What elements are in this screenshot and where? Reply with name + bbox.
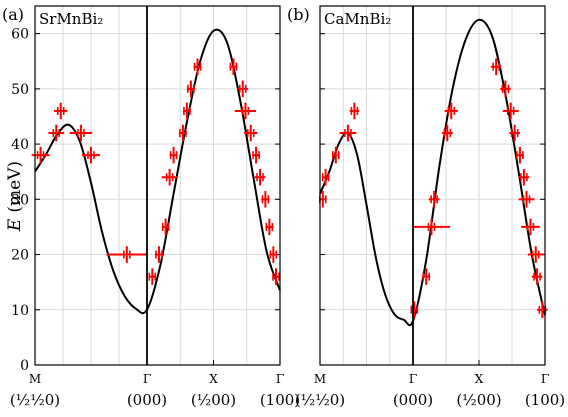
x-tick-label-point: M bbox=[29, 372, 41, 386]
data-point bbox=[161, 218, 170, 236]
data-point bbox=[321, 168, 330, 186]
data-point bbox=[502, 102, 519, 120]
y-tick-label: 60 bbox=[11, 27, 29, 43]
data-point bbox=[500, 80, 511, 98]
data-point bbox=[106, 246, 147, 263]
data-point bbox=[428, 191, 440, 208]
data-point bbox=[82, 146, 100, 164]
x-tick-label-point: X bbox=[209, 372, 218, 386]
y-tick-label: 0 bbox=[20, 358, 29, 374]
y-tick-label: 20 bbox=[11, 248, 29, 264]
x-tick-label-coord: (000) bbox=[127, 391, 167, 409]
y-axis-label-unit: (meV) bbox=[5, 161, 25, 213]
data-point bbox=[527, 246, 544, 263]
data-point bbox=[349, 102, 360, 120]
data-point bbox=[332, 146, 340, 164]
panels: 0 10 20 30 40 50 60 M (½½0) Γ (000) X (½00) Γ (100) (a)… bbox=[2, 5, 565, 409]
data-point bbox=[413, 218, 450, 236]
data-point bbox=[518, 191, 535, 208]
data-point bbox=[69, 124, 93, 142]
plot-frame bbox=[319, 5, 546, 366]
data-point bbox=[269, 246, 278, 263]
x-tick-label-point: Γ bbox=[409, 372, 417, 386]
data-point bbox=[537, 301, 548, 319]
dispersion-curve bbox=[319, 18, 546, 327]
y-tick-label: 50 bbox=[11, 82, 29, 98]
data-point bbox=[252, 146, 261, 164]
x-tick-label-point: Γ bbox=[541, 372, 549, 386]
data-point bbox=[339, 124, 357, 142]
panel-label: (a) bbox=[2, 5, 24, 24]
x-tick-label-coord: (½00) bbox=[456, 391, 501, 409]
data-point bbox=[531, 268, 543, 285]
panel-b: M (½½0) Γ (000) X (½00) Γ (100) (b) CaMnBi₂ bbox=[287, 5, 565, 409]
data-point bbox=[154, 246, 163, 263]
x-tick-label-coord: (½½0) bbox=[10, 391, 60, 409]
y-tick-label: 30 bbox=[11, 192, 29, 208]
data-point bbox=[244, 124, 258, 142]
x-tick-label-point: Γ bbox=[276, 372, 284, 386]
data-point bbox=[178, 124, 187, 142]
x-tick-label-coord: (100) bbox=[260, 391, 300, 409]
data-point bbox=[54, 102, 68, 120]
data-point bbox=[265, 218, 274, 236]
data-point bbox=[518, 168, 530, 186]
x-tick-label-coord: (000) bbox=[393, 391, 433, 409]
data-point bbox=[509, 124, 520, 142]
data-point bbox=[31, 146, 50, 164]
x-tick-label-point: Γ bbox=[143, 372, 151, 386]
data-point bbox=[169, 146, 178, 164]
data-point bbox=[442, 124, 453, 142]
data-points bbox=[31, 58, 280, 285]
panel-label: (b) bbox=[287, 5, 310, 24]
x-tick-label-coord: (½½0) bbox=[295, 391, 345, 409]
data-point bbox=[261, 191, 270, 208]
data-point bbox=[444, 102, 458, 120]
data-point bbox=[182, 102, 191, 120]
data-point bbox=[186, 80, 195, 98]
chart-title: CaMnBi₂ bbox=[324, 10, 391, 28]
grid bbox=[35, 6, 280, 366]
data-point bbox=[161, 168, 178, 186]
data-point bbox=[515, 146, 524, 164]
data-point bbox=[234, 102, 257, 120]
data-point bbox=[521, 218, 540, 236]
panel-a: 0 10 20 30 40 50 60 M (½½0) Γ (000) X (½00) Γ (100) (a)… bbox=[2, 5, 300, 409]
data-point bbox=[272, 268, 280, 285]
y-tick-label: 40 bbox=[11, 137, 29, 153]
y-axis-label: E (meV) bbox=[5, 161, 25, 232]
data-points bbox=[318, 58, 548, 319]
x-tick-label-point: X bbox=[475, 372, 484, 386]
plot-frame bbox=[34, 5, 281, 366]
data-point bbox=[237, 80, 249, 98]
data-point bbox=[490, 58, 502, 76]
y-axis-label-symbol: E bbox=[5, 218, 25, 232]
x-tick-label-coord: (½00) bbox=[191, 391, 236, 409]
data-point bbox=[48, 124, 65, 142]
grid bbox=[320, 6, 545, 366]
data-point bbox=[229, 58, 238, 76]
data-point bbox=[254, 168, 266, 186]
data-point bbox=[193, 58, 202, 76]
x-tick-label-coord: (100) bbox=[525, 391, 565, 409]
y-tick-label: 10 bbox=[11, 303, 29, 319]
dispersion-curve bbox=[34, 28, 281, 315]
x-tick-label-point: M bbox=[314, 372, 326, 386]
chart-title: SrMnBi₂ bbox=[39, 10, 103, 28]
data-point bbox=[422, 268, 431, 285]
data-point bbox=[148, 268, 157, 285]
